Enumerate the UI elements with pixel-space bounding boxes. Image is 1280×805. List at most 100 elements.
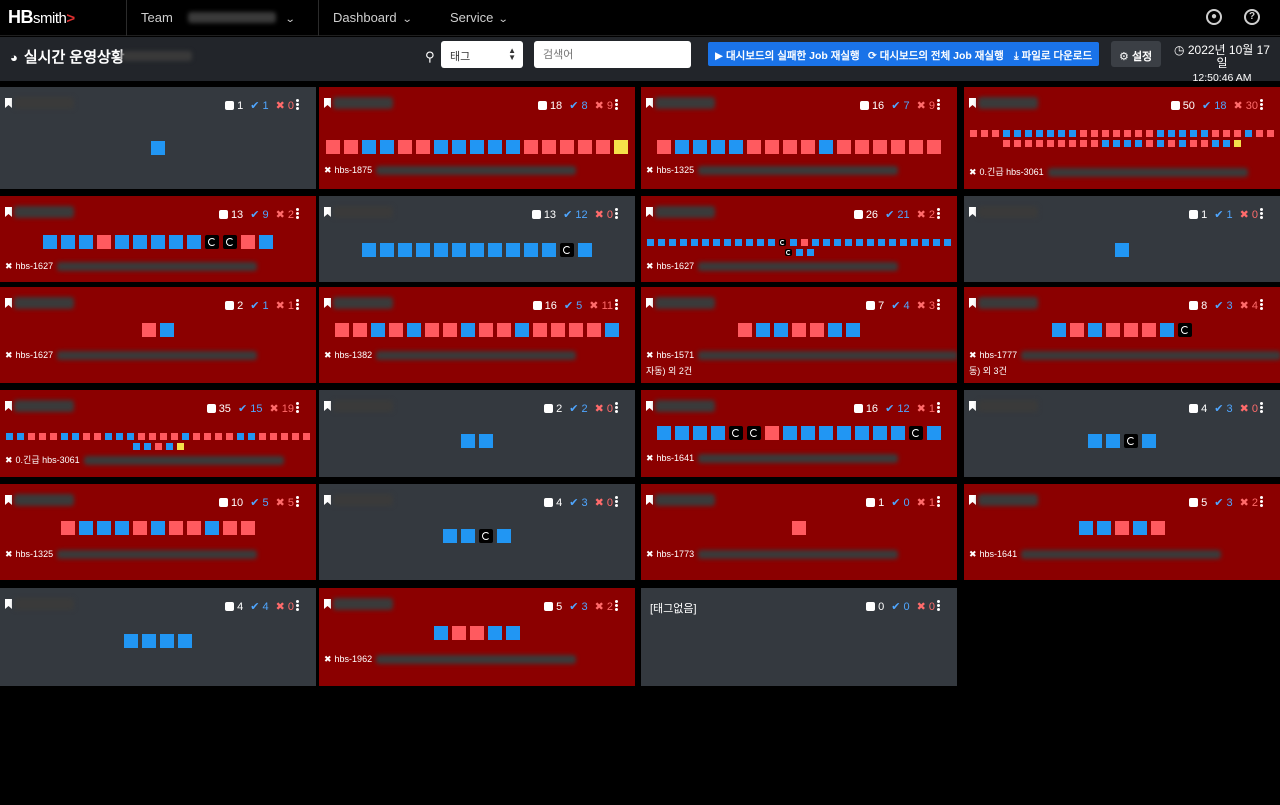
job-passed-square[interactable]: [1135, 140, 1142, 147]
bookmark-icon[interactable]: [5, 495, 12, 505]
job-passed-square[interactable]: [105, 433, 112, 440]
scenario-card[interactable]: 8 ✔ 3 ✖ 4 ✖ hbs-1777 동) 외 3건: [964, 287, 1280, 383]
bookmark-icon[interactable]: [646, 298, 653, 308]
card-menu-icon[interactable]: [937, 299, 940, 310]
job-passed-square[interactable]: [1079, 521, 1093, 535]
card-menu-icon[interactable]: [937, 600, 940, 611]
failed-scenario-info[interactable]: ✖ hbs-1382: [324, 350, 577, 361]
scenario-card[interactable]: 4 ✔ 3 ✖ 0: [319, 484, 635, 580]
help-icon[interactable]: ?: [1244, 9, 1260, 25]
card-menu-icon[interactable]: [296, 600, 299, 611]
card-menu-icon[interactable]: [937, 402, 940, 413]
job-passed-square[interactable]: [6, 433, 13, 440]
job-failed-square[interactable]: [443, 323, 457, 337]
job-running-spinner-icon[interactable]: [909, 426, 923, 440]
rerun-all-jobs-button[interactable]: ⟳ 대시보드의 전체 Job 재실행: [861, 42, 1011, 66]
scenario-card[interactable]: 10 ✔ 5 ✖ 5 ✖ hbs-1325: [0, 484, 316, 580]
bookmark-icon[interactable]: [324, 401, 331, 411]
card-menu-icon[interactable]: [937, 99, 940, 110]
scenario-card[interactable]: 1 ✔ 1 ✖ 0: [964, 196, 1280, 282]
card-menu-icon[interactable]: [937, 496, 940, 507]
job-failed-square[interactable]: [981, 130, 988, 137]
job-passed-square[interactable]: [1058, 130, 1065, 137]
job-running-spinner-icon[interactable]: [1178, 323, 1192, 337]
job-failed-square[interactable]: [226, 433, 233, 440]
job-passed-square[interactable]: [1115, 243, 1129, 257]
job-failed-square[interactable]: [303, 433, 310, 440]
job-passed-square[interactable]: [855, 426, 869, 440]
job-passed-square[interactable]: [1212, 140, 1219, 147]
job-failed-square[interactable]: [187, 521, 201, 535]
tag-select[interactable]: 태그 ▲ ▼: [441, 41, 523, 68]
job-passed-square[interactable]: [783, 426, 797, 440]
job-passed-square[interactable]: [1069, 130, 1076, 137]
job-failed-square[interactable]: [927, 140, 941, 154]
job-passed-square[interactable]: [362, 140, 376, 154]
nav-service-dropdown[interactable]: Service ⌄: [450, 10, 510, 25]
scenario-card[interactable]: 16 ✔ 5 ✖ 11 ✖ hbs-1382: [319, 287, 635, 383]
job-passed-square[interactable]: [169, 235, 183, 249]
job-passed-square[interactable]: [17, 433, 24, 440]
job-passed-square[interactable]: [746, 239, 753, 246]
job-passed-square[interactable]: [713, 239, 720, 246]
rerun-failed-jobs-button[interactable]: ▶ 대시보드의 실패한 Job 재실행: [708, 42, 867, 66]
job-passed-square[interactable]: [711, 426, 725, 440]
job-failed-square[interactable]: [171, 433, 178, 440]
job-passed-square[interactable]: [142, 634, 156, 648]
job-failed-square[interactable]: [657, 140, 671, 154]
job-failed-square[interactable]: [344, 140, 358, 154]
job-failed-square[interactable]: [1234, 130, 1241, 137]
job-passed-square[interactable]: [259, 235, 273, 249]
job-passed-square[interactable]: [867, 239, 874, 246]
job-passed-square[interactable]: [461, 529, 475, 543]
card-menu-icon[interactable]: [296, 496, 299, 507]
job-passed-square[interactable]: [1113, 140, 1120, 147]
bookmark-icon[interactable]: [324, 298, 331, 308]
job-passed-square[interactable]: [165, 443, 173, 450]
job-passed-square[interactable]: [115, 521, 129, 535]
job-failed-square[interactable]: [241, 521, 255, 535]
job-passed-square[interactable]: [889, 239, 896, 246]
failed-scenario-info[interactable]: ✖ hbs-1627: [646, 261, 899, 272]
job-failed-square[interactable]: [1190, 140, 1197, 147]
bookmark-icon[interactable]: [5, 401, 12, 411]
job-failed-square[interactable]: [992, 130, 999, 137]
card-menu-icon[interactable]: [615, 600, 618, 611]
scenario-card[interactable]: 5 ✔ 3 ✖ 2 ✖ hbs-1962: [319, 588, 635, 686]
job-failed-square[interactable]: [149, 433, 156, 440]
job-failed-square[interactable]: [28, 433, 35, 440]
job-passed-square[interactable]: [1168, 130, 1175, 137]
job-passed-square[interactable]: [72, 433, 79, 440]
job-passed-square[interactable]: [497, 529, 511, 543]
job-passed-square[interactable]: [834, 239, 841, 246]
card-menu-icon[interactable]: [296, 299, 299, 310]
job-passed-square[interactable]: [116, 433, 123, 440]
job-failed-square[interactable]: [738, 323, 752, 337]
scenario-card[interactable]: 1 ✔ 1 ✖ 0: [0, 87, 316, 189]
scenario-card[interactable]: 7 ✔ 4 ✖ 3 ✖ hbs-1571 자동) 외 2건: [641, 287, 957, 383]
job-passed-square[interactable]: [237, 433, 244, 440]
job-passed-square[interactable]: [488, 243, 502, 257]
job-running-spinner-icon[interactable]: [205, 235, 219, 249]
job-passed-square[interactable]: [675, 140, 689, 154]
hbsmith-logo[interactable]: HBsmith>: [8, 7, 75, 27]
job-passed-square[interactable]: [380, 140, 394, 154]
job-passed-square[interactable]: [61, 433, 68, 440]
bookmark-icon[interactable]: [5, 207, 12, 217]
job-failed-square[interactable]: [281, 433, 288, 440]
job-passed-square[interactable]: [506, 626, 520, 640]
scenario-card[interactable]: 4 ✔ 3 ✖ 0: [964, 390, 1280, 477]
job-failed-square[interactable]: [1124, 130, 1131, 137]
job-failed-square[interactable]: [1115, 521, 1129, 535]
job-passed-square[interactable]: [461, 434, 475, 448]
failed-scenario-info[interactable]: ✖ hbs-1777 동) 외 3건: [969, 350, 1280, 377]
bookmark-icon[interactable]: [5, 98, 12, 108]
bookmark-icon[interactable]: [646, 207, 653, 217]
scenario-card[interactable]: 4 ✔ 4 ✖ 0: [0, 588, 316, 686]
job-passed-square[interactable]: [1190, 130, 1197, 137]
user-account-icon[interactable]: ●: [1206, 9, 1222, 25]
job-passed-square[interactable]: [1179, 140, 1186, 147]
failed-scenario-info[interactable]: ✖ hbs-1641: [646, 453, 899, 464]
job-passed-square[interactable]: [461, 323, 475, 337]
job-failed-square[interactable]: [837, 140, 851, 154]
